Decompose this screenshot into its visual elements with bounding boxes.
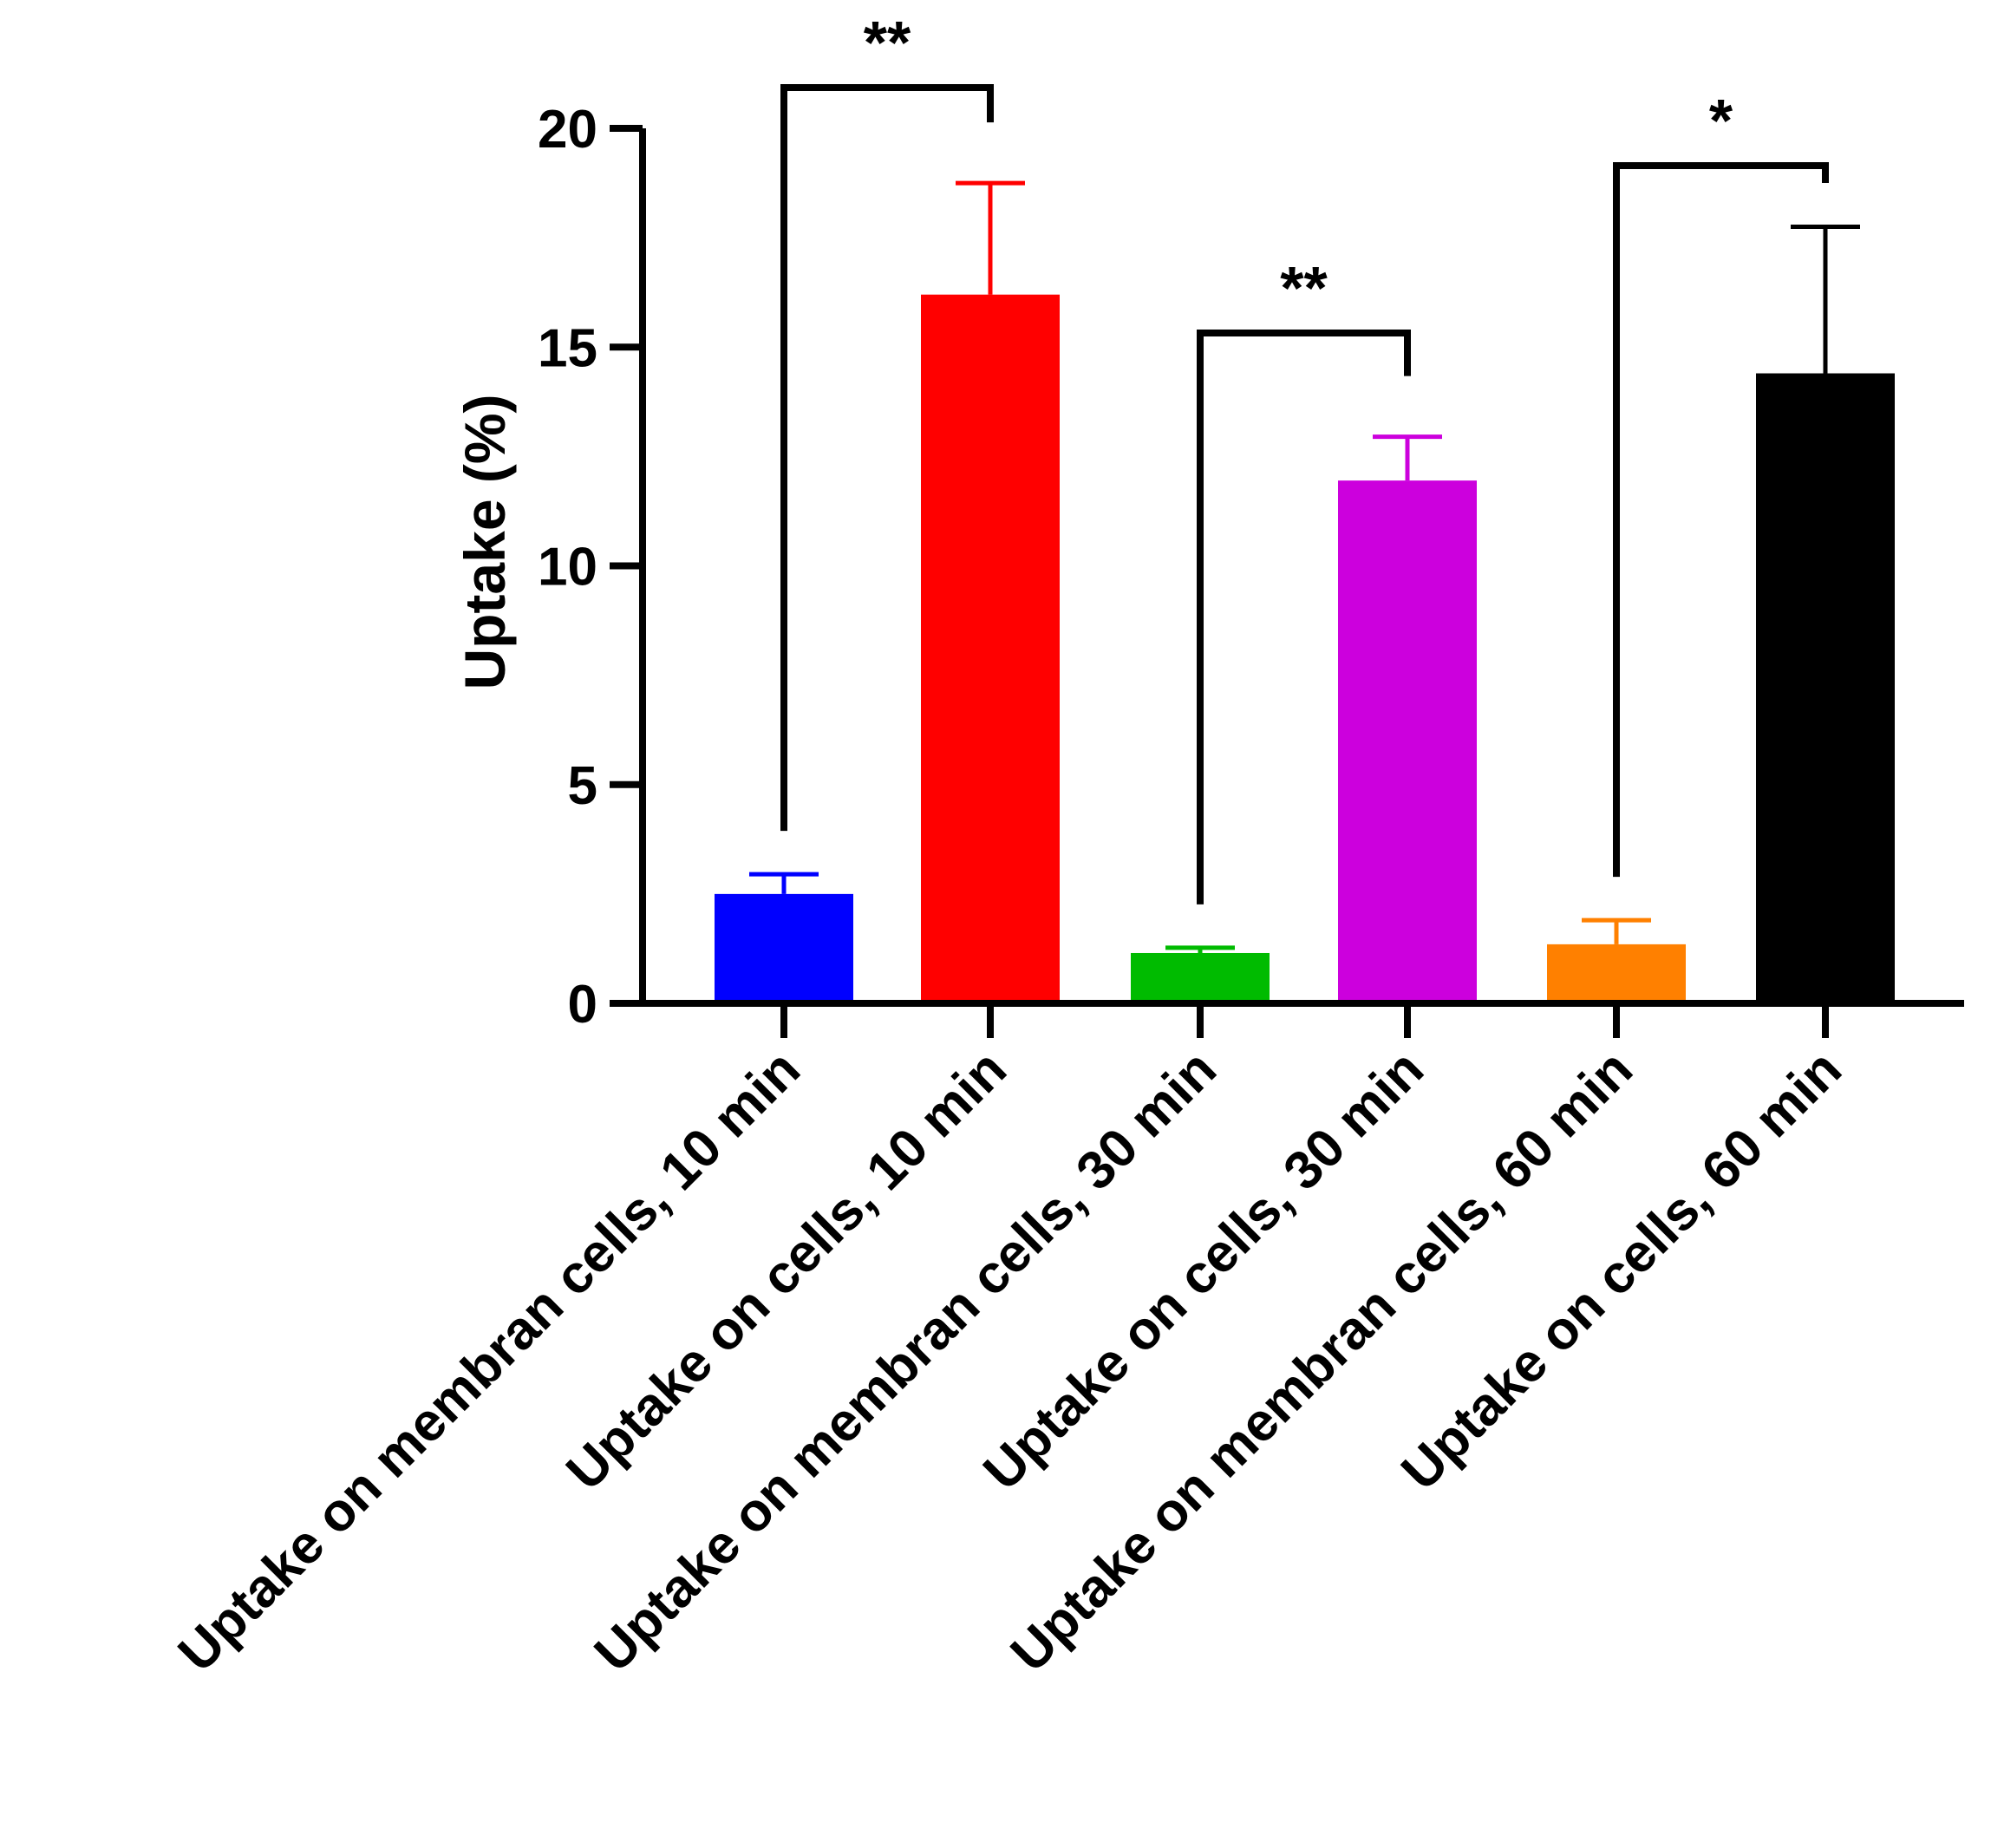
axes-layer: [610, 125, 1964, 1038]
x-category-label-6: Uptake on cells, 60 min: [1390, 1039, 1853, 1502]
significance-label-3: *: [1709, 87, 1733, 154]
y-axis-title: Uptake (%): [453, 394, 517, 689]
error-bar-2: [956, 180, 1025, 295]
bar-5: [1547, 944, 1686, 1003]
y-tick-label-5: 5: [568, 756, 597, 816]
significance-label-1: **: [864, 9, 911, 76]
significance-bracket-3: *: [1613, 87, 1829, 878]
y-tick-label-15: 15: [538, 318, 597, 378]
error-bars-layer: [749, 180, 1860, 953]
significance-bracket-1: **: [780, 9, 994, 832]
significance-layer: *****: [780, 9, 1829, 904]
error-bar-6: [1791, 225, 1860, 374]
bar-4: [1338, 480, 1477, 1003]
bar-2: [921, 294, 1060, 1004]
y-tick-label-0: 0: [568, 975, 597, 1035]
bar-3: [1131, 952, 1270, 1003]
y-tick-label-10: 10: [538, 538, 597, 597]
error-bar-5: [1582, 917, 1651, 944]
bar-6: [1756, 373, 1895, 1003]
error-bar-1: [749, 872, 819, 894]
error-bar-3: [1165, 945, 1235, 953]
bars-layer: [715, 294, 1895, 1004]
error-bar-4: [1373, 434, 1442, 481]
x-category-label-2: Uptake on cells, 10 min: [555, 1039, 1018, 1502]
bar-1: [715, 893, 853, 1003]
x-category-label-4: Uptake on cells, 30 min: [972, 1039, 1435, 1502]
significance-label-2: **: [1280, 254, 1328, 322]
significance-bracket-2: **: [1197, 254, 1411, 904]
y-tick-label-20: 20: [538, 100, 597, 160]
